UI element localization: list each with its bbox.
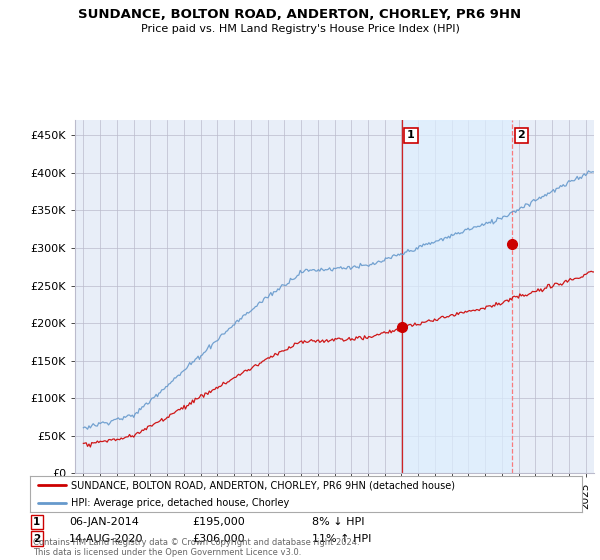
Text: £306,000: £306,000 — [192, 534, 245, 544]
Text: SUNDANCE, BOLTON ROAD, ANDERTON, CHORLEY, PR6 9HN: SUNDANCE, BOLTON ROAD, ANDERTON, CHORLEY… — [79, 8, 521, 21]
Text: 8% ↓ HPI: 8% ↓ HPI — [312, 517, 365, 527]
Text: 1: 1 — [407, 130, 415, 141]
Text: Price paid vs. HM Land Registry's House Price Index (HPI): Price paid vs. HM Land Registry's House … — [140, 24, 460, 34]
Bar — [402, 120, 512, 473]
Text: 2: 2 — [33, 534, 40, 544]
Text: HPI: Average price, detached house, Chorley: HPI: Average price, detached house, Chor… — [71, 498, 290, 508]
Text: Contains HM Land Registry data © Crown copyright and database right 2024.
This d: Contains HM Land Registry data © Crown c… — [33, 538, 359, 557]
Text: 14-AUG-2020: 14-AUG-2020 — [69, 534, 143, 544]
Text: 06-JAN-2014: 06-JAN-2014 — [69, 517, 139, 527]
Text: 11% ↑ HPI: 11% ↑ HPI — [312, 534, 371, 544]
Text: 1: 1 — [33, 517, 40, 527]
Text: £195,000: £195,000 — [192, 517, 245, 527]
Text: SUNDANCE, BOLTON ROAD, ANDERTON, CHORLEY, PR6 9HN (detached house): SUNDANCE, BOLTON ROAD, ANDERTON, CHORLEY… — [71, 480, 455, 490]
Text: 2: 2 — [517, 130, 525, 141]
